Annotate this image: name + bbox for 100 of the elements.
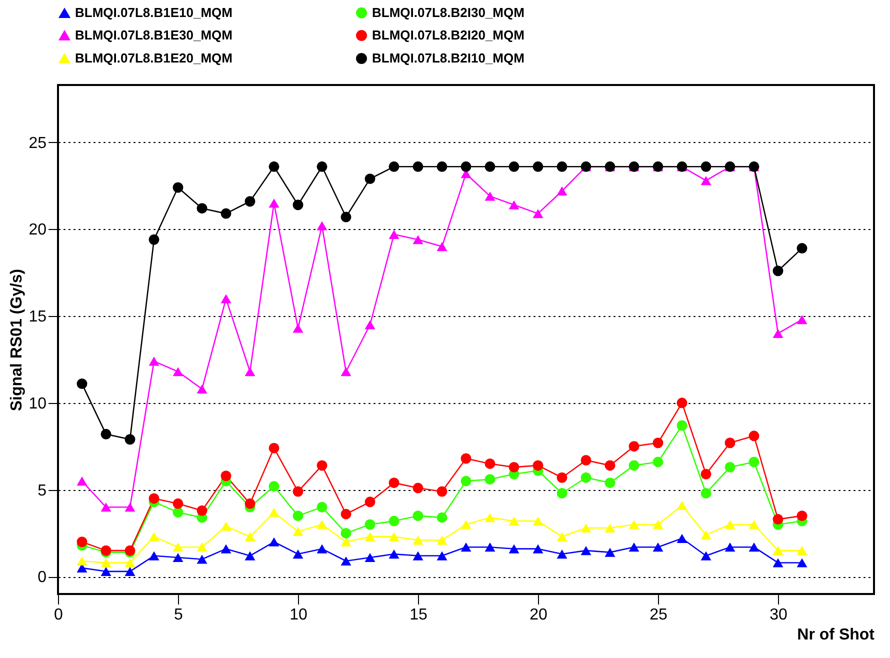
point <box>124 502 136 512</box>
point <box>436 512 448 523</box>
point <box>748 456 760 468</box>
point <box>148 532 160 542</box>
point <box>268 442 280 454</box>
point <box>340 508 352 520</box>
point <box>388 161 400 172</box>
point <box>388 550 400 559</box>
point <box>676 420 688 431</box>
point <box>316 460 328 471</box>
point <box>316 544 328 554</box>
point <box>604 523 616 533</box>
point <box>628 520 640 530</box>
point <box>484 474 496 485</box>
point <box>460 453 472 464</box>
point <box>532 209 544 218</box>
y-tick-label: 25 <box>28 134 47 152</box>
y-tick-label: 10 <box>28 395 47 412</box>
point <box>748 520 760 530</box>
point <box>244 498 256 509</box>
point <box>460 542 472 552</box>
point <box>796 243 808 254</box>
x-tick-label: 20 <box>530 606 548 624</box>
point <box>556 472 568 483</box>
point <box>340 556 352 566</box>
point <box>532 516 544 526</box>
y-tick-label: 0 <box>38 569 47 586</box>
point <box>580 455 592 466</box>
point <box>628 542 640 552</box>
point <box>748 542 760 552</box>
point <box>580 472 592 483</box>
point <box>484 513 496 522</box>
point <box>484 542 496 552</box>
point <box>508 161 520 172</box>
point <box>316 161 328 172</box>
point <box>316 221 328 230</box>
point <box>76 378 88 390</box>
point <box>340 537 352 546</box>
point <box>532 544 544 554</box>
point <box>580 546 592 556</box>
point <box>172 552 184 562</box>
point <box>364 320 376 330</box>
point <box>628 441 640 452</box>
point <box>412 551 424 560</box>
point <box>508 200 520 210</box>
x-tick-label: 10 <box>290 606 308 624</box>
point <box>196 384 208 394</box>
point <box>364 174 376 184</box>
point <box>412 482 424 494</box>
point <box>484 192 496 201</box>
legend-label: BLMQI.07L8.B2I30_MQM <box>372 4 524 20</box>
point <box>628 460 640 471</box>
y-tick-label: 20 <box>28 222 47 239</box>
point <box>796 510 808 522</box>
point <box>220 294 232 304</box>
point <box>676 398 688 408</box>
y-tick-label: 5 <box>38 482 47 500</box>
point <box>796 314 808 324</box>
point <box>412 510 424 522</box>
point <box>556 488 568 498</box>
point <box>604 478 616 488</box>
point <box>76 536 88 548</box>
point <box>652 456 664 468</box>
point <box>724 462 736 472</box>
point <box>508 462 520 472</box>
point <box>388 532 400 542</box>
point <box>316 520 328 530</box>
point <box>196 554 208 564</box>
point <box>796 558 808 568</box>
point <box>220 522 232 531</box>
point <box>220 208 232 219</box>
point <box>772 266 784 276</box>
point <box>172 367 184 376</box>
legend-label: BLMQI.07L8.B1E20_MQM <box>75 50 232 66</box>
point <box>436 161 448 172</box>
point <box>364 552 376 562</box>
point <box>436 486 448 497</box>
legend-label: BLMQI.07L8.B1E10_MQM <box>75 5 232 20</box>
point <box>124 566 136 576</box>
point <box>700 161 712 172</box>
point <box>76 556 88 566</box>
point <box>652 542 664 552</box>
legend-label: BLMQI.07L8.B2I20_MQM <box>372 28 524 42</box>
point <box>292 324 304 333</box>
point <box>292 200 304 210</box>
point <box>652 438 664 448</box>
point <box>100 428 112 440</box>
legend-label: BLMQI.07L8.B2I10_MQM <box>372 50 524 66</box>
point <box>340 212 352 222</box>
point <box>484 161 496 172</box>
y-axis-title: Signal RS01 (Gy/s) <box>8 268 26 412</box>
point <box>676 534 688 543</box>
x-tick-label: 0 <box>54 606 64 624</box>
point <box>172 498 184 509</box>
point <box>148 356 160 366</box>
point <box>268 198 280 208</box>
point <box>652 520 664 530</box>
point <box>244 532 256 542</box>
point <box>244 196 256 207</box>
point <box>172 182 184 193</box>
